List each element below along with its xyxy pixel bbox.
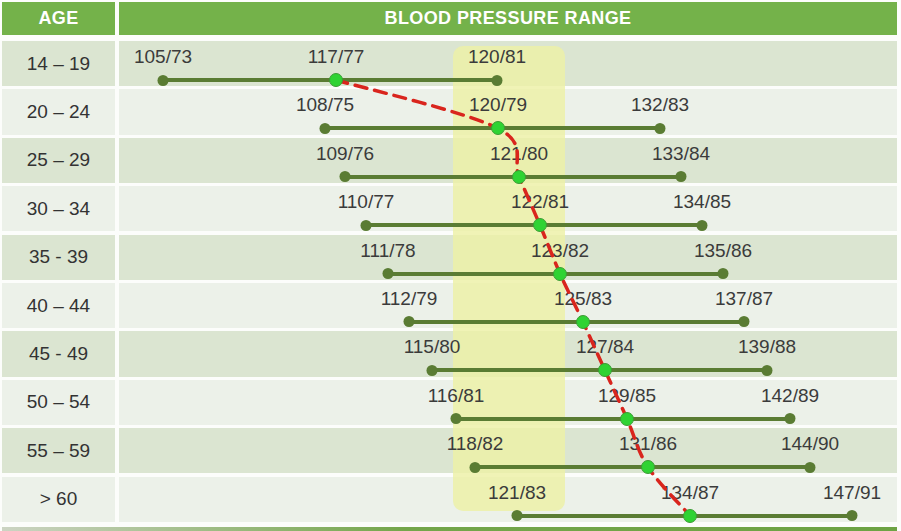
table-row: 50 – 54 116/81 129/85 142/89 bbox=[2, 380, 897, 425]
table-row: 35 - 39 111/78 123/82 135/86 bbox=[2, 235, 897, 280]
mid-bp-label: 129/85 bbox=[598, 385, 656, 407]
max-bp-label: 147/91 bbox=[823, 482, 881, 504]
mid-bp-label: 117/77 bbox=[308, 46, 365, 68]
age-column-header: AGE bbox=[2, 2, 115, 35]
table-row: > 60 121/83 134/87 147/91 bbox=[2, 477, 897, 522]
min-bp-label: 108/75 bbox=[296, 94, 354, 116]
max-bp-label: 137/87 bbox=[715, 288, 773, 310]
range-end-dot bbox=[676, 171, 687, 182]
range-start-dot bbox=[512, 510, 523, 521]
range-start-dot bbox=[427, 365, 438, 376]
range-end-dot bbox=[739, 316, 750, 327]
max-bp-label: 120/81 bbox=[468, 46, 526, 68]
range-mid-dot bbox=[553, 267, 567, 281]
age-cell-label: 20 – 24 bbox=[2, 89, 115, 134]
min-bp-label: 105/73 bbox=[134, 46, 192, 68]
age-cell-label: 25 – 29 bbox=[2, 138, 115, 183]
mid-bp-label: 123/82 bbox=[531, 240, 589, 262]
range-mid-dot bbox=[683, 509, 697, 523]
min-bp-label: 109/76 bbox=[316, 143, 374, 165]
range-end-dot bbox=[762, 365, 773, 376]
mid-bp-label: 125/83 bbox=[554, 288, 612, 310]
range-start-dot bbox=[340, 171, 351, 182]
mid-bp-label: 122/81 bbox=[511, 191, 569, 213]
range-start-dot bbox=[404, 316, 415, 327]
mid-bp-label: 131/86 bbox=[619, 433, 677, 455]
age-cell-label: 35 - 39 bbox=[2, 235, 115, 280]
min-bp-label: 112/79 bbox=[381, 288, 438, 310]
table-row: 25 – 29 109/76 121/80 133/84 bbox=[2, 138, 897, 183]
range-mid-dot bbox=[641, 460, 655, 474]
table-header: AGE BLOOD PRESSURE RANGE bbox=[2, 2, 897, 35]
range-end-dot bbox=[718, 268, 729, 279]
max-bp-label: 134/85 bbox=[673, 191, 731, 213]
table-row: 20 – 24 108/75 120/79 132/83 bbox=[2, 89, 897, 134]
range-end-dot bbox=[697, 220, 708, 231]
age-cell-label: 30 – 34 bbox=[2, 186, 115, 231]
range-start-dot bbox=[361, 220, 372, 231]
range-end-dot bbox=[492, 75, 503, 86]
min-bp-label: 110/77 bbox=[338, 191, 395, 213]
max-bp-label: 144/90 bbox=[781, 433, 839, 455]
bottom-border bbox=[2, 527, 897, 531]
table-row: 45 - 49 115/80 127/84 139/88 bbox=[2, 331, 897, 376]
min-bp-label: 111/78 bbox=[360, 240, 415, 262]
range-mid-dot bbox=[512, 170, 526, 184]
range-end-dot bbox=[847, 510, 858, 521]
range-end-dot bbox=[655, 123, 666, 134]
table-row: 55 – 59 118/82 131/86 144/90 bbox=[2, 428, 897, 473]
max-bp-label: 135/86 bbox=[694, 240, 752, 262]
range-start-dot bbox=[320, 123, 331, 134]
min-bp-label: 116/81 bbox=[428, 385, 485, 407]
range-mid-dot bbox=[491, 121, 505, 135]
range-start-dot bbox=[383, 268, 394, 279]
range-mid-dot bbox=[533, 218, 547, 232]
mid-bp-label: 120/79 bbox=[469, 94, 527, 116]
range-start-dot bbox=[470, 462, 481, 473]
table-row: 30 – 34 110/77 122/81 134/85 bbox=[2, 186, 897, 231]
range-end-dot bbox=[785, 413, 796, 424]
table-row: 40 – 44 112/79 125/83 137/87 bbox=[2, 283, 897, 328]
max-bp-label: 139/88 bbox=[738, 336, 796, 358]
range-mid-dot bbox=[576, 315, 590, 329]
age-cell-label: 55 – 59 bbox=[2, 428, 115, 473]
range-end-dot bbox=[805, 462, 816, 473]
blood-pressure-range-chart: AGE BLOOD PRESSURE RANGE 14 – 19 105/73 … bbox=[0, 0, 901, 531]
min-bp-label: 121/83 bbox=[488, 482, 546, 504]
range-start-dot bbox=[158, 75, 169, 86]
age-cell-label: 45 - 49 bbox=[2, 331, 115, 376]
age-cell-label: 40 – 44 bbox=[2, 283, 115, 328]
min-bp-label: 115/80 bbox=[404, 336, 461, 358]
range-start-dot bbox=[451, 413, 462, 424]
table-body: 14 – 19 105/73 117/77 120/81 20 – 24 108… bbox=[2, 41, 897, 525]
range-column-header: BLOOD PRESSURE RANGE bbox=[119, 2, 897, 35]
mid-bp-label: 127/84 bbox=[576, 336, 634, 358]
range-mid-dot bbox=[620, 412, 634, 426]
table-row: 14 – 19 105/73 117/77 120/81 bbox=[2, 41, 897, 86]
max-bp-label: 132/83 bbox=[631, 94, 689, 116]
range-mid-dot bbox=[329, 73, 343, 87]
max-bp-label: 142/89 bbox=[761, 385, 819, 407]
age-cell-label: 14 – 19 bbox=[2, 41, 115, 86]
age-cell-label: > 60 bbox=[2, 477, 115, 522]
mid-bp-label: 134/87 bbox=[661, 482, 719, 504]
min-bp-label: 118/82 bbox=[447, 433, 504, 455]
mid-bp-label: 121/80 bbox=[490, 143, 548, 165]
range-mid-dot bbox=[598, 363, 612, 377]
age-cell-label: 50 – 54 bbox=[2, 380, 115, 425]
max-bp-label: 133/84 bbox=[652, 143, 710, 165]
